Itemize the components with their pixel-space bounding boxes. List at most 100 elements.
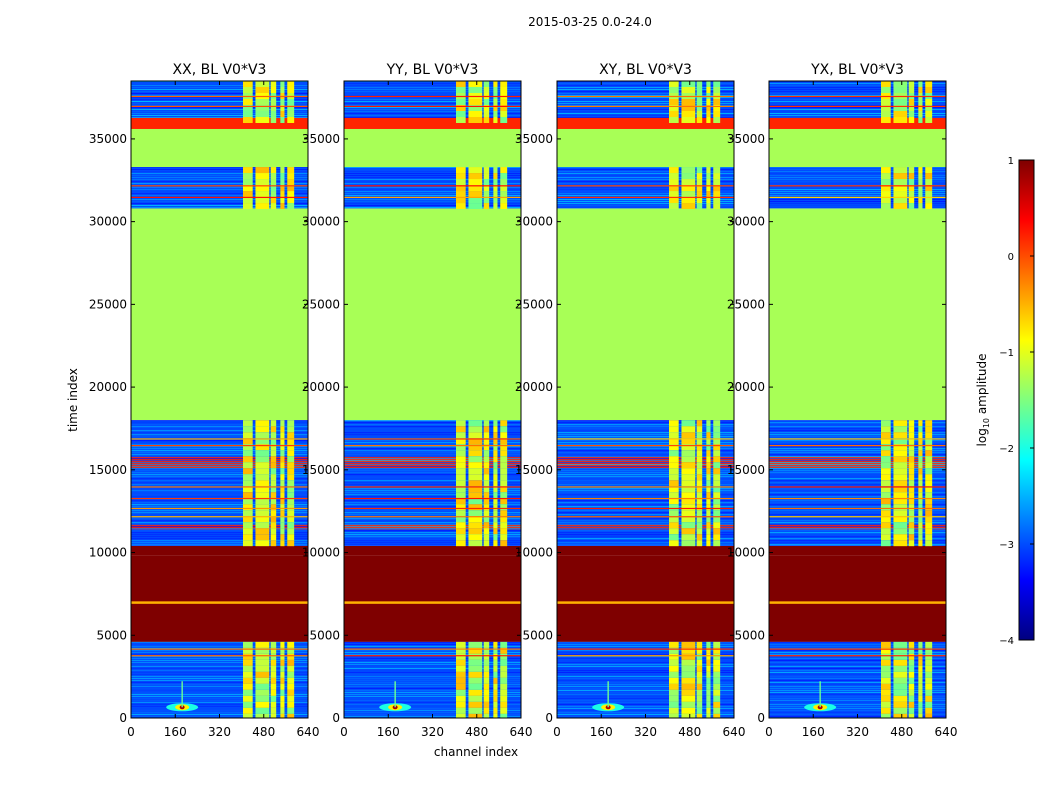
rfi-column-segment [881,492,891,499]
noise-row [344,462,521,464]
noise-row [557,101,734,102]
noise-row [344,707,521,709]
rfi-column-segment [287,426,295,433]
rfi-column-segment [483,659,490,666]
noise-row [557,91,734,92]
rfi-column-segment [483,426,490,433]
noise-row [769,193,946,195]
noise-row [131,117,308,118]
noise-row [769,462,946,464]
noise-row [769,103,946,104]
rfi-column-segment [500,444,508,451]
noise-row [344,424,521,426]
noise-row [769,117,946,118]
rfi-column-segment [287,677,295,684]
rfi-column-segment [493,540,498,547]
noise-row [557,205,734,207]
rfi-column-segment [881,474,891,481]
noise-row [557,510,734,512]
noise-row [131,456,308,458]
noise-row [344,115,521,116]
rfi-column-segment [255,203,270,210]
noise-row [769,518,946,520]
rfi-column-segment [456,462,466,469]
rfi-column-segment [681,498,696,505]
noise-row [131,480,308,482]
rfi-column-segment [270,456,277,463]
noise-row [131,470,308,472]
rfi-column-segment [270,87,277,93]
noise-row [131,647,308,649]
noise-row [131,484,308,486]
noise-row [131,697,308,699]
noise-row [344,432,521,434]
rfi-column-segment [243,179,253,186]
noise-row [769,542,946,544]
rfi-column-segment [493,665,498,672]
noise-row [344,99,521,100]
rfi-column-segment [696,701,703,708]
noise-row [131,205,308,207]
rfi-column-segment [713,456,721,463]
rfi-column-segment [681,462,696,469]
rfi-column-segment [243,647,253,654]
noise-row [344,484,521,486]
noise-row [769,520,946,522]
noise-row [769,472,946,474]
rfi-column-segment [669,179,679,186]
rfi-column-segment [681,81,696,87]
x-axis-label: channel index [434,745,518,759]
rfi-column-segment [243,689,253,696]
colorbar-tick-label: 0 [1008,252,1014,263]
rfi-column-segment [713,504,721,511]
noise-row [344,199,521,201]
noise-row [344,189,521,191]
noise-row [557,530,734,532]
rfi-column-segment [706,87,711,93]
rfi-column-segment [713,191,721,198]
noise-row [769,101,946,102]
rfi-column-segment [270,653,277,660]
noise-row [557,474,734,476]
noise-row [557,97,734,98]
rfi-column-segment [696,462,703,469]
rfi-column-segment [243,504,253,511]
rfi-column-segment [456,528,466,535]
rfi-column-segment [280,713,285,718]
rfi-column-segment [270,683,277,690]
rfi-column-segment [493,701,498,708]
rfi-column-segment [243,105,253,111]
noise-row [131,95,308,96]
noise-row [131,93,308,94]
y-tick-label: 15000 [515,463,553,477]
colorbar-tick-label: −1 [999,348,1014,359]
rfi-column-segment [681,683,696,690]
noise-row [131,496,308,498]
x-tick-label: 160 [377,725,400,739]
time-band-saturated [131,555,308,642]
rfi-column-segment [893,167,908,174]
rfi-column-segment [713,659,721,666]
rfi-column-segment [696,647,703,654]
rfi-column-segment [500,707,508,714]
rfi-column-segment [270,707,277,714]
noise-row [557,643,734,645]
rfi-column-segment [669,534,679,541]
rfi-column-segment [669,653,679,660]
noise-row [557,685,734,687]
rfi-column-segment [881,456,891,463]
noise-row [557,514,734,516]
rfi-column-segment [255,510,270,517]
noise-row [131,203,308,205]
panel-xy: XY, BL V0*V30 160 320 480 640050001000015000… [515,62,746,739]
rfi-column-segment [713,117,721,123]
y-tick-label: 15000 [89,463,127,477]
rfi-line [769,445,946,447]
rfi-column-segment [925,534,933,541]
noise-row [131,450,308,452]
rfi-column-segment [918,528,923,535]
rfi-line [131,105,308,108]
rfi-column-segment [706,456,711,463]
noise-row [557,452,734,454]
rfi-column-segment [713,444,721,451]
